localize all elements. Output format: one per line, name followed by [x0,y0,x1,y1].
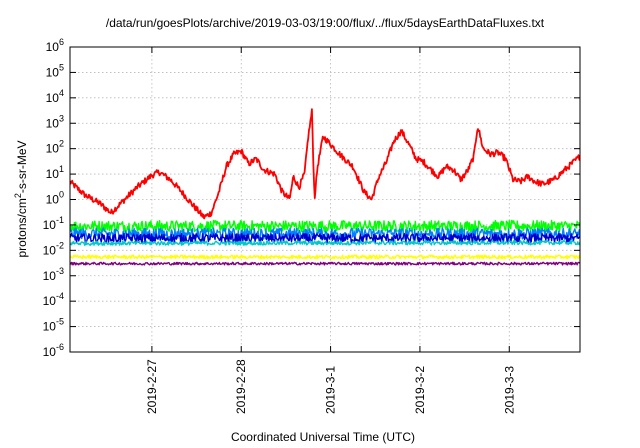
series-line [70,219,580,233]
y-tick-label: 106 [46,37,64,54]
y-tick-label: 101 [46,164,64,181]
x-tick-label: 2019-3-3 [502,366,516,414]
y-axis-label-rest: -s-sr-MeV [15,140,29,193]
y-axis-label-sup: 2 [13,193,23,198]
x-tick-label: 2019-2-28 [234,359,248,414]
y-tick-label: 100 [46,190,64,207]
y-tick-label: 10-6 [43,342,64,359]
x-axis-label: Coordinated Universal Time (UTC) [231,430,415,444]
series-line [70,108,580,220]
y-axis-label: protons/cm2-s-sr-MeV [13,140,29,257]
y-tick-label: 10-4 [43,291,64,308]
x-tick-label: 2019-3-1 [324,366,338,414]
grid [70,47,580,352]
series-layer [70,108,580,266]
y-tick-label: 10-3 [43,266,64,283]
y-tick-label: 104 [46,88,64,105]
series-line [70,232,580,244]
x-tick-label: 2019-2-27 [145,359,159,414]
series-line [70,240,580,246]
x-axis-ticks: 2019-2-27 2019-2-28 2019-3-1 2019-3-2 2019-3… [145,47,516,414]
series-line [70,261,580,266]
y-tick-label: 105 [46,62,64,79]
y-tick-label: 102 [46,139,64,156]
series-line [70,227,580,240]
chart-title: /data/run/goesPlots/archive/2019-03-03/1… [106,16,545,30]
y-tick-label: 10-2 [43,240,64,257]
y-axis-ticks: 10-6 10-5 10-4 10-3 10-2 10-1 100 101 102 103 104 1… [43,37,580,359]
y-tick-label: 10-1 [43,215,64,232]
y-tick-label: 10-5 [43,317,64,334]
y-axis-label-base: protons/cm [15,198,29,257]
series-line [70,254,580,260]
y-tick-label: 103 [46,113,64,130]
x-tick-label: 2019-3-2 [413,366,427,414]
